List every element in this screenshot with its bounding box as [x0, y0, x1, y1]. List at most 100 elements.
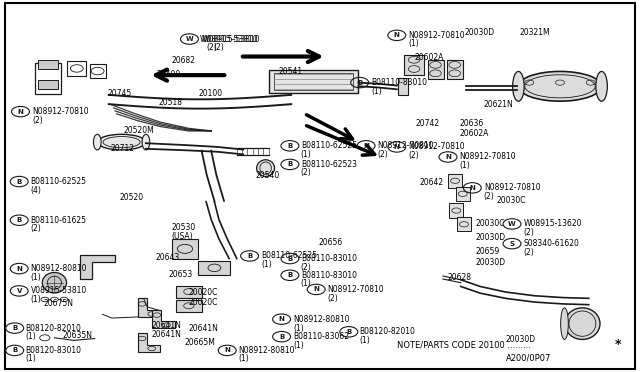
Text: W08915-53810: W08915-53810: [202, 35, 260, 44]
Text: 20321M: 20321M: [520, 28, 550, 37]
Text: (2): (2): [524, 248, 534, 257]
Text: B: B: [17, 179, 22, 185]
Text: B08120-83010: B08120-83010: [26, 346, 82, 355]
Text: B08120-82010: B08120-82010: [360, 327, 415, 336]
Ellipse shape: [97, 134, 146, 150]
Text: (1): (1): [371, 87, 382, 96]
Polygon shape: [152, 310, 175, 328]
Text: 20100: 20100: [198, 89, 223, 97]
Text: N: N: [363, 143, 369, 149]
Text: 20643: 20643: [156, 253, 180, 262]
Text: (1): (1): [238, 355, 249, 363]
Text: 20030D: 20030D: [476, 233, 506, 242]
Text: B: B: [287, 143, 292, 149]
Ellipse shape: [513, 71, 524, 101]
Text: 20602A: 20602A: [415, 53, 444, 62]
Text: 20520M: 20520M: [124, 126, 154, 135]
Ellipse shape: [564, 308, 600, 339]
Text: 20642: 20642: [419, 178, 444, 187]
Text: N08912-70810: N08912-70810: [378, 141, 434, 150]
Text: B: B: [12, 325, 17, 331]
Text: (2): (2): [328, 294, 339, 303]
Text: N08912-70810: N08912-70810: [408, 31, 465, 40]
Text: 20520: 20520: [120, 193, 144, 202]
Text: B08110-62525: B08110-62525: [31, 177, 87, 186]
Polygon shape: [456, 187, 470, 201]
Text: (1): (1): [31, 273, 42, 282]
Text: W: W: [186, 36, 193, 42]
Text: (2): (2): [213, 43, 224, 52]
Text: B08110-61625: B08110-61625: [31, 216, 87, 225]
Polygon shape: [138, 333, 160, 352]
Text: 20641N: 20641N: [189, 324, 219, 333]
Text: N08912-80810: N08912-80810: [31, 264, 87, 273]
Text: N: N: [224, 347, 230, 353]
Text: 20635N: 20635N: [62, 331, 92, 340]
Text: (1): (1): [31, 295, 42, 304]
Text: (2): (2): [31, 224, 42, 233]
Text: (2): (2): [378, 150, 388, 159]
Ellipse shape: [93, 134, 101, 150]
Polygon shape: [172, 239, 198, 259]
Text: B: B: [17, 217, 22, 223]
Text: 20682: 20682: [172, 56, 196, 65]
Text: 20675N: 20675N: [44, 299, 74, 308]
Text: 20653: 20653: [168, 270, 193, 279]
Text: B08110-83010: B08110-83010: [301, 254, 357, 263]
Text: W: W: [508, 221, 516, 227]
Polygon shape: [428, 60, 444, 79]
Text: 20030D: 20030D: [465, 28, 495, 37]
Polygon shape: [176, 300, 202, 312]
Text: (4): (4): [31, 186, 42, 195]
Text: (1): (1): [293, 324, 304, 333]
Text: 20628: 20628: [448, 273, 472, 282]
Polygon shape: [449, 203, 463, 218]
Text: 20030C: 20030C: [497, 196, 526, 205]
Text: V: V: [17, 288, 22, 294]
Text: N: N: [394, 144, 400, 150]
Text: B08110-62523: B08110-62523: [301, 160, 357, 169]
Polygon shape: [269, 70, 358, 93]
Polygon shape: [38, 60, 58, 69]
Text: A200/0P07: A200/0P07: [506, 353, 551, 362]
Ellipse shape: [257, 160, 275, 176]
Text: (2): (2): [524, 228, 534, 237]
Polygon shape: [447, 60, 463, 79]
Text: (1): (1): [261, 260, 272, 269]
Text: V08915-53810: V08915-53810: [31, 286, 87, 295]
Polygon shape: [176, 286, 202, 298]
Text: (2): (2): [207, 43, 218, 52]
Text: B08110-83010: B08110-83010: [371, 78, 428, 87]
Text: 20665M: 20665M: [184, 339, 215, 347]
Text: 20518: 20518: [158, 98, 182, 107]
Text: (1): (1): [26, 332, 36, 341]
Text: (2): (2): [484, 192, 495, 201]
Text: (1): (1): [408, 39, 419, 48]
Text: 20030D: 20030D: [476, 258, 506, 267]
Text: B: B: [357, 80, 362, 86]
Text: B: B: [247, 253, 252, 259]
Text: 20745: 20745: [108, 89, 132, 98]
Text: N: N: [469, 185, 476, 191]
Polygon shape: [198, 261, 230, 275]
Polygon shape: [80, 255, 115, 279]
Text: NOTE/PARTS CODE 20100 .........: NOTE/PARTS CODE 20100 .........: [397, 341, 531, 350]
Text: 20400: 20400: [157, 70, 181, 79]
Text: B: B: [287, 161, 292, 167]
Text: B: B: [346, 329, 351, 335]
Text: B08120-82010: B08120-82010: [26, 324, 81, 333]
Polygon shape: [457, 217, 471, 231]
Text: 20742: 20742: [415, 119, 440, 128]
Text: W08915-53810: W08915-53810: [200, 35, 258, 44]
Text: N08912-80810: N08912-80810: [293, 315, 349, 324]
Text: N08912-70810: N08912-70810: [484, 183, 540, 192]
Text: 20540: 20540: [256, 171, 280, 180]
Text: N: N: [17, 109, 24, 115]
Text: (1): (1): [460, 161, 470, 170]
Text: (1): (1): [301, 279, 312, 288]
Text: 20030D: 20030D: [506, 335, 536, 344]
Text: 20712: 20712: [110, 144, 134, 153]
Text: 20636: 20636: [460, 119, 484, 128]
Text: B08110-83062: B08110-83062: [293, 332, 349, 341]
Text: 20030C: 20030C: [476, 219, 505, 228]
